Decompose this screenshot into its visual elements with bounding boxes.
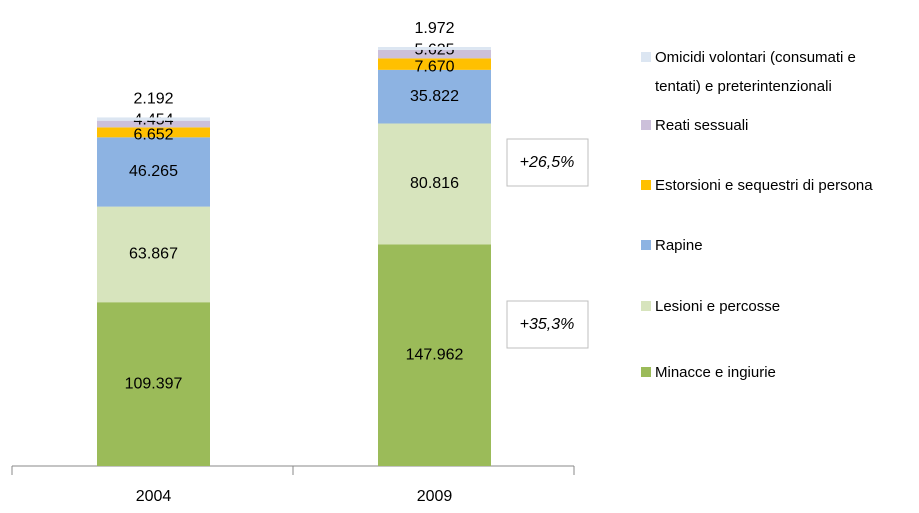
legend-item: Rapine xyxy=(641,231,917,260)
legend-label: Minacce e ingiurie xyxy=(655,364,776,381)
x-tick-label: 2009 xyxy=(417,488,453,505)
legend-label: Lesioni e percosse xyxy=(655,298,781,315)
legend-swatch xyxy=(641,52,651,62)
bar-segment xyxy=(97,117,210,121)
bar-segment xyxy=(378,244,491,466)
bar-segment xyxy=(97,127,210,138)
legend-label: Rapine xyxy=(655,237,703,254)
legend-swatch xyxy=(641,120,651,130)
value-label: 147.962 xyxy=(406,346,464,363)
value-label: 1.972 xyxy=(414,20,454,37)
bar-segment xyxy=(378,69,491,124)
legend-item: Reati sessuali xyxy=(641,111,917,140)
legend-swatch xyxy=(641,301,651,311)
bar-segment xyxy=(97,302,210,466)
legend-label: Omicidi volontari (consumati e tentati) … xyxy=(655,49,856,95)
legend-item: Minacce e ingiurie xyxy=(641,358,917,387)
legend-label: Estorsioni e sequestri di persona xyxy=(655,177,873,194)
legend-swatch xyxy=(641,367,651,377)
legend-item: Omicidi volontari (consumati e tentati) … xyxy=(641,43,917,101)
value-label: 35.822 xyxy=(410,88,459,105)
bar-segment xyxy=(378,49,491,59)
annotation: +35,3% xyxy=(520,316,575,333)
value-label: 46.265 xyxy=(129,163,178,180)
legend-swatch xyxy=(641,240,651,250)
legend-item: Estorsioni e sequestri di persona xyxy=(641,171,917,200)
legend-item: Lesioni e percosse xyxy=(641,292,917,321)
legend-swatch xyxy=(641,180,651,190)
value-label: 63.867 xyxy=(129,246,178,263)
bar-segment xyxy=(97,120,210,128)
legend-label: Reati sessuali xyxy=(655,117,749,134)
x-tick-label: 2004 xyxy=(136,488,172,505)
value-label: 7.670 xyxy=(414,58,454,75)
value-label: 109.397 xyxy=(125,375,183,392)
annotation-box xyxy=(506,138,589,187)
bar-segment xyxy=(378,58,491,70)
bar-segment xyxy=(378,47,491,50)
value-label: 6.652 xyxy=(133,127,173,144)
annotation: +26,5% xyxy=(520,154,575,171)
bar-segment xyxy=(378,123,491,245)
bar-segment xyxy=(97,137,210,207)
value-label: 2.192 xyxy=(133,91,173,108)
annotation-box xyxy=(506,300,589,349)
value-label: 80.816 xyxy=(410,175,459,192)
bar-segment xyxy=(97,206,210,303)
